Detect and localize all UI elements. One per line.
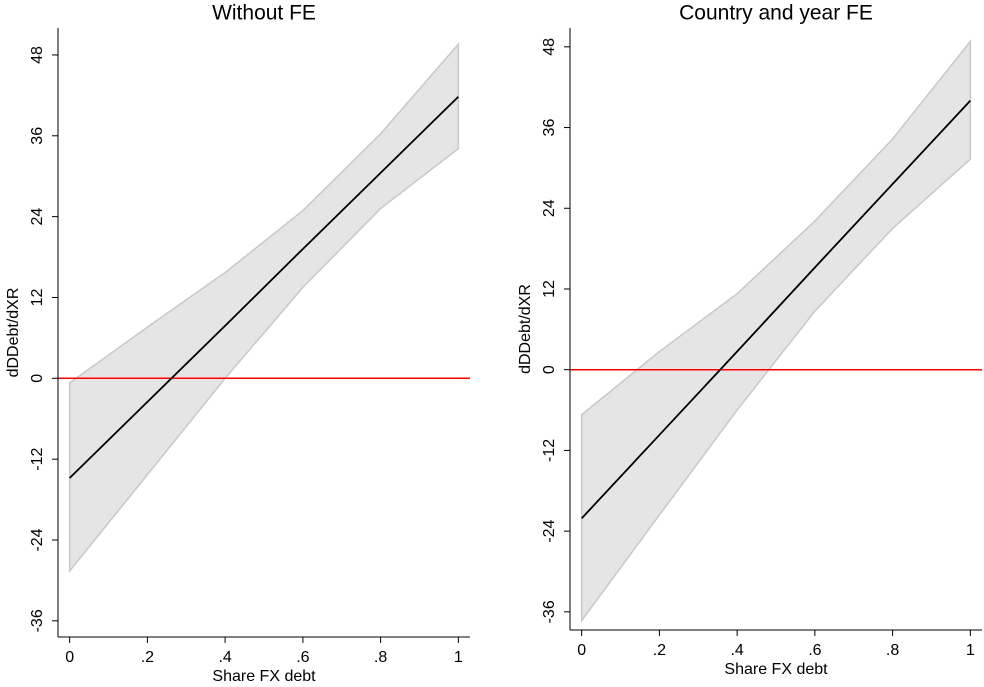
- x-tick-label: .2: [653, 642, 666, 659]
- y-tick-label: 48: [29, 46, 46, 64]
- y-tick-label: 24: [541, 199, 558, 217]
- y-tick-label: 24: [29, 208, 46, 226]
- chart-title: Country and year FE: [679, 2, 873, 25]
- estimate-line: [69, 96, 459, 479]
- x-tick-label: 1: [966, 642, 975, 659]
- x-tick-label: .4: [218, 649, 231, 666]
- y-tick-label: 12: [29, 288, 46, 306]
- x-tick-label: 0: [65, 649, 74, 666]
- x-tick-label: 0: [577, 642, 586, 659]
- x-tick-label: 1: [454, 649, 463, 666]
- y-tick-label: -36: [29, 609, 46, 632]
- y-tick-label: 36: [29, 127, 46, 145]
- y-tick-label: 12: [541, 280, 558, 298]
- chart-title: Without FE: [212, 2, 316, 25]
- confidence-band: [580, 39, 972, 623]
- x-tick-label: .4: [730, 642, 743, 659]
- y-tick-label: -24: [29, 528, 46, 551]
- y-axis-label: dDDebt/dXR: [517, 284, 534, 374]
- y-tick-label: 36: [541, 119, 558, 137]
- x-tick-label: .8: [886, 642, 899, 659]
- y-tick-label: 0: [29, 374, 46, 383]
- x-tick-label: .6: [808, 642, 821, 659]
- y-tick-label: -36: [541, 600, 558, 623]
- y-tick-label: 48: [541, 38, 558, 56]
- y-tick-label: -24: [541, 519, 558, 542]
- x-tick-label: .6: [296, 649, 309, 666]
- y-tick-label: -12: [29, 447, 46, 470]
- x-tick-label: .8: [374, 649, 387, 666]
- estimate-line: [581, 100, 971, 519]
- y-axis-label: dDDebt/dXR: [5, 288, 22, 378]
- y-tick-label: 0: [541, 365, 558, 374]
- x-tick-label: .2: [141, 649, 154, 666]
- x-axis-label: Share FX debt: [212, 668, 316, 685]
- x-axis-label: Share FX debt: [724, 661, 828, 678]
- confidence-band: [68, 42, 460, 574]
- y-tick-label: -12: [541, 439, 558, 462]
